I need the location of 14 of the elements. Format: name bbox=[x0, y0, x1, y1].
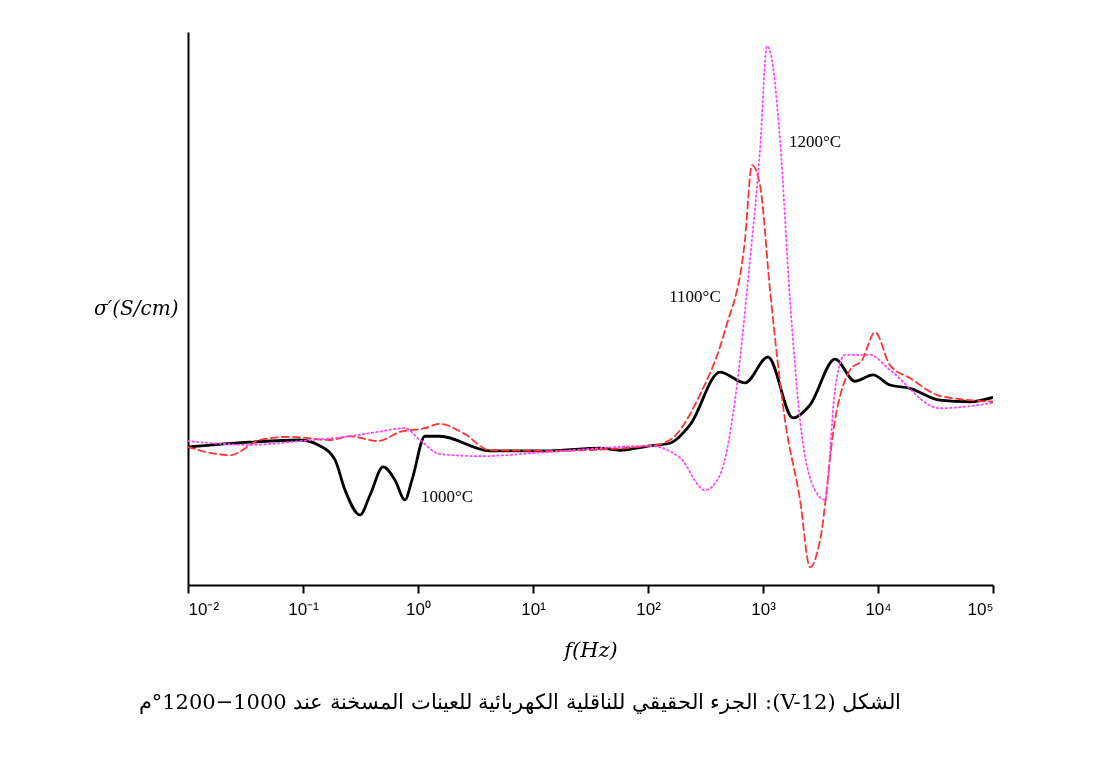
x-tick-label: 10² bbox=[636, 599, 662, 619]
x-tick-label: 10⁰ bbox=[406, 599, 431, 619]
x-tick-label: 10⁻² bbox=[188, 599, 220, 619]
x-tick-label: 10⁵ bbox=[967, 599, 994, 619]
y-axis-title: σ′(S/cm) bbox=[94, 295, 179, 320]
x-tick-label: 10⁴ bbox=[865, 599, 892, 619]
series-label: 1200°C bbox=[788, 132, 842, 152]
x-tick-label: 10⁻¹ bbox=[288, 599, 320, 619]
series-label: 1000°C bbox=[420, 486, 474, 506]
text: الشكل (V-12): الجزء الحقيقي للناقلية الكهربائية للعينات المسخنة عند 1000−1200°م bbox=[137, 690, 903, 714]
series-label: 1100°C bbox=[669, 287, 721, 307]
x-tick-label: 10³ bbox=[751, 599, 777, 619]
x-tick-label: 10¹ bbox=[521, 599, 547, 619]
x-axis-title: f(Hz) bbox=[562, 637, 618, 662]
